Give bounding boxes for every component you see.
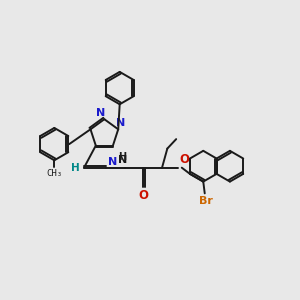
Text: N: N (116, 118, 125, 128)
Text: N: N (96, 108, 106, 118)
Text: O: O (138, 189, 148, 202)
Text: H: H (118, 152, 126, 162)
Text: Br: Br (199, 196, 213, 206)
Text: N: N (118, 155, 127, 165)
Text: CH₃: CH₃ (46, 169, 62, 178)
Text: O: O (179, 153, 189, 166)
Text: H: H (71, 163, 80, 173)
Text: N: N (108, 157, 117, 167)
